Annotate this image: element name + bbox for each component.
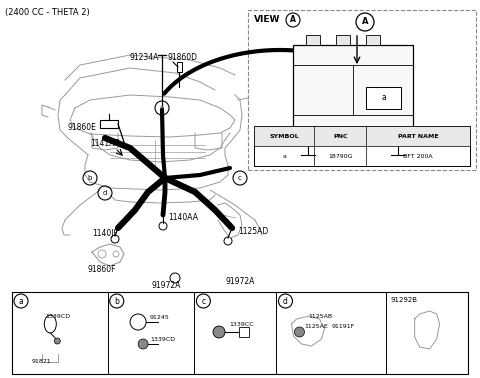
Text: 91234A: 91234A	[130, 53, 159, 62]
Text: c: c	[201, 296, 205, 305]
Text: 1125AD: 1125AD	[238, 228, 268, 237]
Bar	[254, 126, 470, 146]
Text: PNC: PNC	[333, 133, 348, 138]
Text: d: d	[103, 190, 107, 196]
Text: b: b	[114, 296, 119, 305]
Circle shape	[138, 339, 148, 349]
Text: BFT 200A: BFT 200A	[403, 153, 433, 158]
Text: 1140JF: 1140JF	[92, 228, 118, 237]
Bar	[366, 87, 401, 109]
Circle shape	[213, 326, 225, 338]
Text: a: a	[160, 105, 164, 111]
Text: b: b	[88, 175, 92, 181]
Text: c: c	[238, 175, 242, 181]
Text: 91191F: 91191F	[332, 324, 355, 329]
Bar	[366, 35, 380, 45]
Text: 37290B: 37290B	[396, 62, 425, 71]
Text: 37250A: 37250A	[396, 84, 425, 93]
Text: 18790G: 18790G	[328, 153, 353, 158]
Text: 91860D: 91860D	[168, 54, 198, 62]
Bar	[254, 126, 470, 166]
Text: 91871: 91871	[31, 359, 51, 364]
Bar	[100, 120, 118, 128]
Bar	[335, 75, 393, 120]
Text: VIEW: VIEW	[254, 15, 280, 24]
Bar	[239, 327, 249, 337]
Text: SYMBOL: SYMBOL	[269, 133, 299, 138]
Bar	[306, 35, 320, 45]
Circle shape	[295, 327, 304, 337]
Text: 91860F: 91860F	[88, 265, 117, 274]
Text: 91292B: 91292B	[391, 297, 418, 303]
Text: 91972A: 91972A	[152, 280, 181, 290]
Text: a: a	[282, 153, 286, 158]
Text: PART NAME: PART NAME	[398, 133, 438, 138]
Bar	[376, 67, 386, 75]
Text: 1339CD: 1339CD	[150, 337, 175, 342]
Text: 1339CC: 1339CC	[229, 322, 253, 327]
Circle shape	[54, 338, 60, 344]
Text: 1140AA: 1140AA	[168, 212, 198, 222]
Bar	[336, 35, 350, 45]
Text: 1125AB: 1125AB	[309, 314, 333, 319]
Text: a: a	[19, 296, 24, 305]
Bar	[12, 292, 468, 374]
Text: A: A	[362, 17, 368, 26]
Text: a: a	[381, 93, 386, 102]
Text: 91245: 91245	[150, 315, 170, 320]
Bar	[340, 67, 350, 75]
Text: A: A	[290, 15, 296, 25]
Text: 91972A: 91972A	[225, 277, 255, 286]
Bar	[293, 45, 413, 140]
Text: 1339CD: 1339CD	[46, 314, 71, 319]
Bar	[177, 62, 182, 72]
Text: 1125AE: 1125AE	[304, 324, 328, 329]
Text: 91860E: 91860E	[68, 122, 97, 132]
Bar	[358, 67, 368, 75]
Text: 1141AC: 1141AC	[90, 138, 120, 147]
Text: (2400 CC - THETA 2): (2400 CC - THETA 2)	[5, 8, 90, 17]
Text: d: d	[283, 296, 288, 305]
FancyBboxPatch shape	[248, 10, 476, 170]
